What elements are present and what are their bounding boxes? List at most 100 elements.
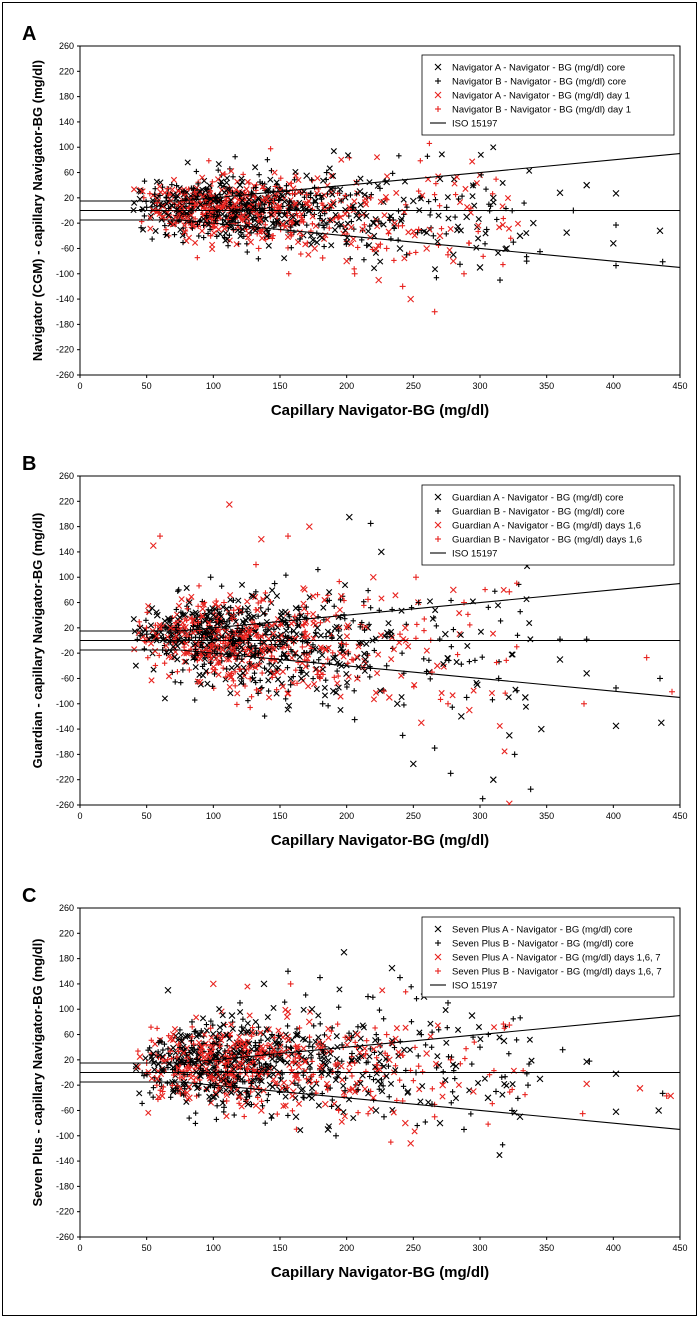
data-point — [175, 586, 182, 593]
cloud-point — [235, 214, 242, 221]
cloud-point — [208, 644, 215, 651]
cloud-point — [408, 984, 414, 990]
y-tick-label: -20 — [61, 648, 74, 658]
cloud-point — [244, 1065, 250, 1071]
data-point — [247, 238, 255, 246]
y-axis-title: Navigator (CGM) - capillary Navigator-BG… — [30, 60, 45, 361]
series-1 — [136, 513, 665, 784]
cloud-point — [233, 241, 240, 248]
data-point — [327, 202, 335, 209]
cloud-point — [148, 677, 155, 684]
cloud-point — [258, 685, 264, 692]
cloud-point — [247, 704, 253, 711]
cloud-point — [264, 1097, 271, 1104]
cloud-point — [237, 649, 244, 656]
cloud-point — [242, 683, 248, 689]
cloud-point — [258, 1078, 265, 1085]
cloud-point — [274, 633, 282, 640]
cloud-point — [258, 1098, 265, 1104]
data-point — [351, 716, 358, 723]
cloud-point — [302, 1056, 310, 1064]
cloud-point — [471, 202, 478, 209]
cloud-point — [242, 617, 249, 624]
cloud-point — [258, 1043, 265, 1050]
cloud-point — [286, 271, 292, 277]
cloud-point — [395, 223, 402, 229]
cloud-point — [419, 1082, 426, 1090]
y-tick-label: 60 — [64, 1030, 74, 1040]
data-point — [415, 1063, 422, 1070]
cloud-point — [330, 655, 337, 662]
cloud-point — [253, 184, 259, 191]
cloud-point — [215, 167, 221, 173]
cloud-point — [448, 643, 455, 650]
legend-marker — [434, 63, 442, 71]
cloud-point — [493, 659, 500, 666]
cloud-point — [443, 1039, 450, 1046]
data-point — [191, 1078, 198, 1085]
cloud-point — [313, 1079, 320, 1085]
cloud-point — [187, 1074, 195, 1081]
cloud-point — [337, 706, 344, 714]
cloud-point — [162, 624, 168, 630]
data-point — [136, 1053, 144, 1061]
cloud-point — [527, 636, 534, 643]
data-point — [249, 203, 257, 211]
cloud-point — [181, 229, 188, 236]
cloud-point — [462, 1055, 468, 1062]
cloud-point — [304, 200, 311, 207]
cloud-point — [249, 1073, 256, 1079]
cloud-point — [207, 226, 213, 233]
data-point — [536, 1075, 544, 1083]
cloud-point — [370, 696, 378, 703]
cloud-point — [216, 1038, 222, 1045]
cloud-point — [268, 211, 275, 218]
cloud-point — [282, 1102, 289, 1109]
cloud-point — [283, 183, 290, 189]
cloud-point — [348, 240, 355, 247]
cloud-point — [270, 1004, 277, 1012]
cloud-point — [294, 1072, 301, 1079]
cloud-point — [367, 1046, 374, 1052]
cloud-point — [161, 1041, 168, 1047]
y-tick-label: -60 — [61, 243, 74, 253]
cloud-point — [237, 679, 245, 686]
cloud-point — [169, 669, 175, 676]
cloud-point — [383, 1073, 390, 1080]
data-point — [319, 254, 326, 261]
data-point — [149, 1050, 157, 1057]
cloud-point — [285, 644, 292, 650]
cloud-point — [219, 646, 226, 653]
cloud-point — [165, 1060, 172, 1067]
cloud-point — [200, 215, 207, 223]
chart-svg-a: A2602201801401006020-20-60-100-140-180-2… — [22, 23, 688, 419]
cloud-point — [295, 1082, 301, 1088]
cloud-point — [274, 1070, 282, 1077]
cloud-point — [184, 630, 191, 638]
cloud-point — [376, 1066, 383, 1073]
cloud-point — [335, 673, 341, 679]
data-point — [359, 226, 367, 233]
cloud-point — [493, 176, 499, 182]
cloud-point — [152, 227, 159, 235]
cloud-point — [495, 249, 502, 257]
cloud-point — [173, 182, 180, 189]
data-point — [255, 245, 262, 252]
cloud-point — [203, 1086, 211, 1093]
cloud-point — [261, 201, 268, 208]
cloud-point — [501, 1080, 508, 1088]
cloud-point — [348, 218, 355, 225]
cloud-point — [355, 1086, 361, 1093]
cloud-point — [488, 689, 496, 697]
cloud-point — [379, 1088, 386, 1095]
cloud-point — [210, 229, 218, 237]
data-point — [289, 213, 297, 221]
data-point — [363, 242, 370, 249]
cloud-point — [144, 609, 150, 616]
cloud-point — [398, 215, 405, 222]
cloud-point — [155, 207, 162, 215]
data-point — [375, 276, 383, 284]
panel-label: B — [22, 453, 36, 475]
legend-item: Seven Plus B - Navigator - BG (mg/dl) da… — [435, 967, 662, 978]
data-point — [383, 178, 391, 186]
